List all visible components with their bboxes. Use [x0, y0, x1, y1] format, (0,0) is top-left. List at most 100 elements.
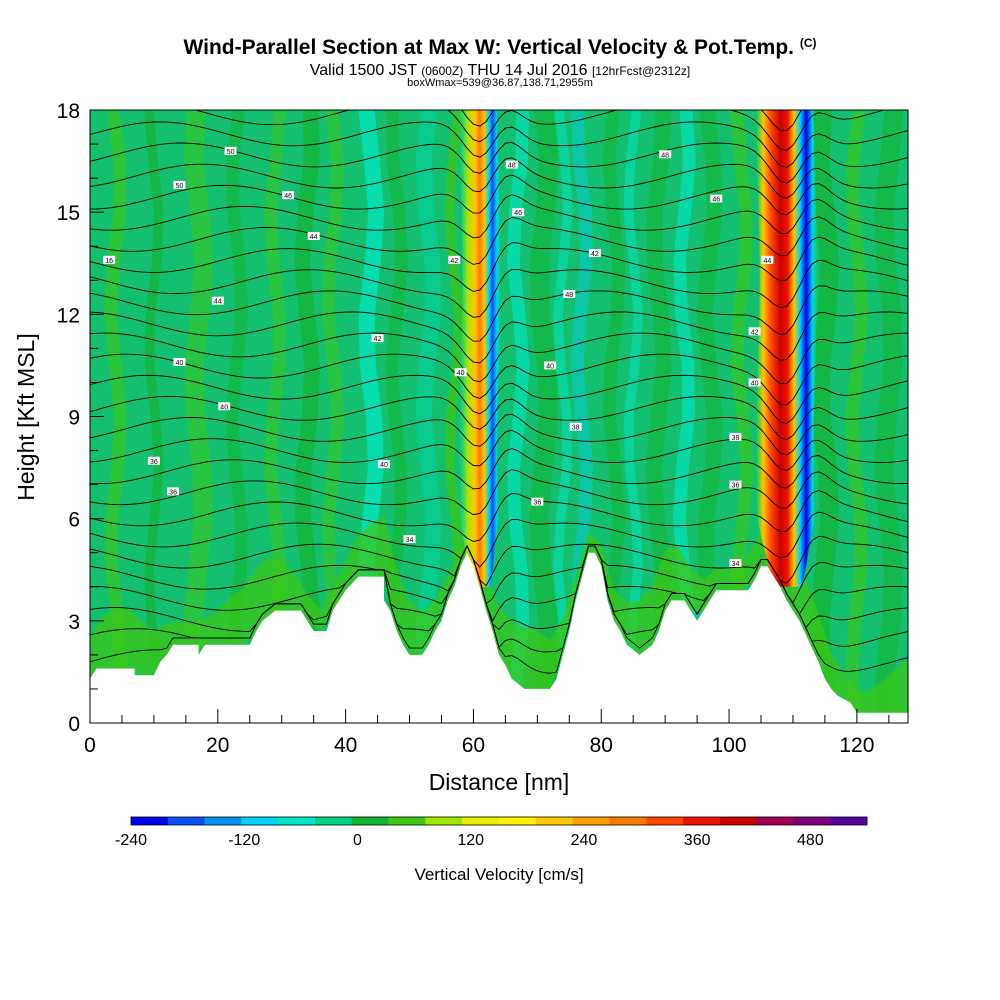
isentrope-label-bg — [218, 402, 231, 411]
velocity-streak — [570, 110, 594, 723]
isentrope-label-text: 40 — [751, 380, 759, 387]
colorbar-tick-label: 0 — [353, 832, 362, 849]
velocity-streak — [810, 110, 840, 723]
colorbar-swatch — [719, 817, 757, 825]
velocity-streak — [845, 110, 869, 723]
colorbar-swatch — [756, 817, 794, 825]
isentrope-label-text: 38 — [572, 425, 580, 432]
valid-date: THU 14 Jul 2016 — [467, 62, 588, 79]
colorbar-swatch — [462, 817, 500, 825]
isentrope-line — [461, 110, 802, 132]
isentrope-label-bg — [147, 456, 160, 465]
colorbar-swatch — [351, 817, 389, 825]
isentrope-label-bg — [505, 160, 518, 169]
isentrope-label: 44 — [307, 232, 320, 241]
isentrope-line — [90, 236, 908, 292]
isentrope-label-text: 36 — [150, 459, 158, 466]
velocity-streak — [874, 110, 904, 723]
isentrope-label-text: 50 — [227, 149, 235, 156]
isentrope-label-bg — [173, 358, 186, 367]
isentrope-label-text: 44 — [764, 258, 772, 265]
box-info: boxWmax=539@36.87,138.71,2955m — [407, 77, 593, 89]
velocity-streak — [696, 110, 723, 723]
velocity-streak — [321, 110, 345, 723]
colorbar-swatch — [499, 817, 537, 825]
isentrope-label: 36 — [167, 487, 180, 496]
isentrope-label-text: 48 — [565, 292, 573, 299]
isentrope-label: 34 — [403, 535, 416, 544]
isentrope-label-text: 46 — [284, 193, 292, 200]
isentrope-label: 50 — [224, 146, 237, 156]
velocity-streak — [225, 110, 249, 723]
isentrope-label-text: 42 — [591, 251, 599, 258]
isentrope-line — [90, 157, 908, 199]
updraft-cores — [458, 110, 818, 587]
isentrope-label-bg — [729, 480, 742, 489]
isentrope-label-text: 36 — [732, 483, 740, 490]
isentrope-label: 44 — [761, 255, 774, 265]
y-tick-label: 6 — [68, 509, 80, 532]
isentrope-label: 36 — [729, 480, 742, 490]
velocity-streak — [602, 110, 626, 723]
x-tick-label: 60 — [462, 734, 485, 757]
isentrope-line — [90, 194, 908, 239]
isentrope-label-bg — [761, 255, 774, 264]
chart-title-text: Wind-Parallel Section at Max W: Vertical… — [183, 36, 794, 59]
colorbar-swatch — [204, 817, 242, 825]
updraft-core — [458, 110, 501, 587]
low-level-band — [90, 516, 908, 713]
isentrope-label: 40 — [218, 402, 231, 411]
isentrope-label-text: 16 — [105, 258, 113, 265]
isentrope-label: 16 — [103, 255, 116, 265]
isentrope-label-text: 38 — [732, 435, 740, 442]
valid-time: Valid 1500 JST — [309, 62, 417, 79]
isentrope-label: 50 — [173, 180, 186, 190]
isentrope-line — [90, 469, 908, 516]
y-axis: 0 3 6 9 12 15 18 — [57, 100, 104, 736]
isentrope-label-bg — [531, 497, 544, 506]
x-axis-label: Distance [nm] — [429, 769, 570, 795]
colorbar-swatch — [609, 817, 647, 825]
valid-zulu: (0600Z) — [421, 64, 464, 78]
y-tick-label: 9 — [68, 407, 80, 430]
isentrope-label: 40 — [377, 460, 390, 469]
isentrope-label: 36 — [147, 456, 160, 466]
isentrope-label-text: 42 — [751, 329, 759, 336]
isentrope-label: 40 — [454, 368, 467, 377]
isentrope-label: 42 — [371, 334, 384, 343]
velocity-streak — [294, 110, 321, 723]
colorbar-tick-label: 240 — [571, 832, 598, 849]
isentrope-label: 44 — [211, 296, 224, 306]
isentrope-label-text: 46 — [712, 197, 720, 204]
isentrope-label-bg — [211, 296, 224, 305]
chart-subtitle: Valid 1500 JST (0600Z) THU 14 Jul 2016 [… — [0, 62, 1000, 80]
isentrope-label-bg — [371, 334, 384, 343]
isentrope-label-bg — [729, 432, 742, 441]
x-tick-label: 80 — [590, 734, 613, 757]
isentrope-line — [193, 110, 887, 151]
colorbar-swatch — [315, 817, 353, 825]
velocity-streak — [506, 110, 530, 723]
isentrope-lines — [90, 110, 908, 674]
isentrope-label-bg — [710, 194, 723, 203]
isentrope-label-bg — [377, 460, 390, 469]
colorbar-swatch — [241, 817, 279, 825]
y-tick-label: 15 — [57, 202, 80, 225]
isentrope-label-bg — [659, 150, 672, 159]
isentrope-label: 46 — [512, 208, 525, 217]
velocity-streak — [183, 110, 214, 723]
colorbar-tick-label: 120 — [457, 832, 484, 849]
colorbar-tick-label: -240 — [115, 832, 147, 849]
isentrope-label-text: 46 — [514, 210, 522, 217]
isentrope-label-text: 40 — [380, 462, 388, 469]
isentrope-label: 42 — [448, 255, 461, 265]
isentrope-line — [90, 353, 908, 406]
colorbar-swatch — [535, 817, 573, 825]
colorbar-swatch — [167, 817, 205, 825]
colorbar-swatch — [131, 817, 169, 825]
isentrope-line — [90, 490, 908, 542]
isentrope-label: 38 — [729, 432, 742, 442]
isentrope-label-bg — [282, 191, 295, 200]
isentrope-label-text: 36 — [169, 489, 177, 496]
isentrope-label-bg — [448, 255, 461, 264]
